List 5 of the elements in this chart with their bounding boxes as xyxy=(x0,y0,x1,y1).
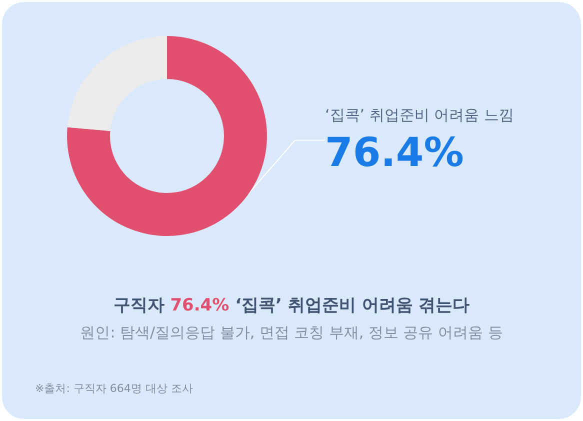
data-label: 76.4% xyxy=(325,130,464,176)
text: 원인: 탐색/질의응답 불가, 면접 코칭 부재, 정보 공유 어려움 등 xyxy=(80,324,503,342)
slice-label: ‘집콕’ 취업준비 어려움 느낌 xyxy=(325,106,514,124)
text: 구직자 76.4% ‘집콕’ 취업준비 어려움 겪는다 xyxy=(113,296,470,316)
text: ※출처: 구직자 664명 대상 조사 xyxy=(35,382,193,395)
